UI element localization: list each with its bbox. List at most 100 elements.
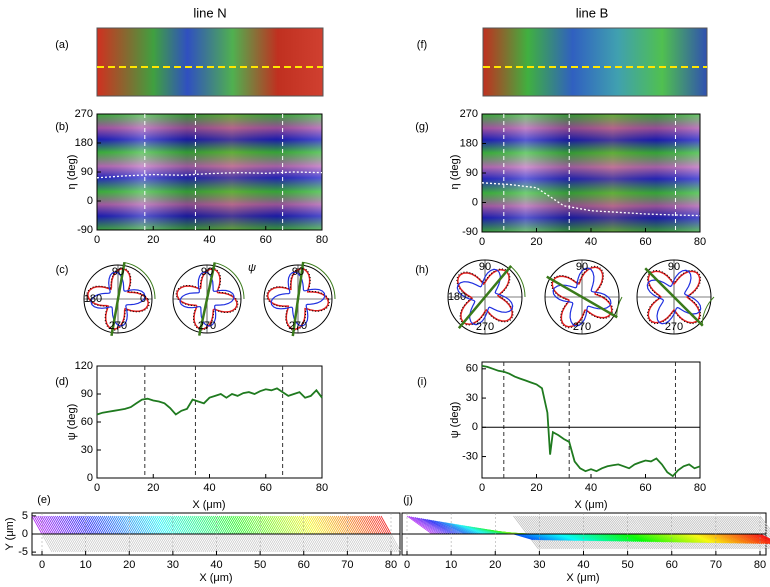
vector bbox=[185, 515, 197, 535]
vector bbox=[82, 515, 94, 535]
vector bbox=[606, 533, 627, 542]
vector bbox=[343, 533, 355, 553]
vector bbox=[168, 533, 179, 553]
vector bbox=[609, 533, 631, 542]
vector bbox=[179, 515, 191, 535]
vector bbox=[123, 515, 134, 535]
vector bbox=[380, 515, 392, 535]
vector bbox=[684, 515, 711, 550]
vector bbox=[639, 533, 660, 543]
polar-ref bbox=[552, 267, 612, 327]
vector bbox=[747, 533, 769, 545]
vector bbox=[108, 533, 119, 553]
vector bbox=[318, 515, 329, 535]
angle-label: 180 bbox=[448, 291, 466, 303]
vector bbox=[418, 517, 445, 535]
polar-data bbox=[550, 265, 614, 329]
vector bbox=[596, 515, 622, 550]
vector bbox=[531, 533, 552, 541]
vector bbox=[273, 533, 285, 553]
vector bbox=[574, 533, 595, 542]
vector bbox=[365, 515, 376, 535]
y-tick-label: 60 bbox=[466, 363, 478, 375]
vector bbox=[702, 515, 729, 550]
angle-label: 90 bbox=[479, 261, 491, 273]
vector bbox=[594, 515, 620, 550]
vector bbox=[184, 533, 195, 553]
x-tick-label: 40 bbox=[585, 482, 597, 494]
vector bbox=[158, 515, 170, 535]
vector bbox=[168, 515, 179, 535]
vector bbox=[99, 515, 111, 535]
vector bbox=[730, 515, 756, 550]
vector bbox=[61, 533, 72, 553]
vector bbox=[641, 515, 667, 550]
vector bbox=[291, 533, 302, 553]
vector bbox=[641, 533, 662, 543]
vector bbox=[751, 533, 770, 544]
vector bbox=[527, 533, 548, 541]
vector bbox=[333, 515, 345, 535]
vector bbox=[209, 515, 220, 535]
x-axis-label: X (μm) bbox=[566, 572, 599, 584]
vector bbox=[340, 533, 351, 553]
vector bbox=[39, 515, 51, 535]
vector bbox=[133, 515, 144, 535]
psi-line bbox=[198, 262, 216, 336]
vector bbox=[716, 533, 737, 544]
angle-label: 270 bbox=[289, 320, 307, 332]
polar-ref bbox=[179, 271, 235, 327]
psi-arc bbox=[510, 265, 526, 298]
vector bbox=[117, 515, 129, 535]
vector bbox=[94, 533, 105, 553]
vector bbox=[700, 515, 727, 550]
vector bbox=[548, 515, 575, 550]
vector bbox=[533, 533, 554, 541]
vector bbox=[303, 533, 314, 553]
vector bbox=[716, 515, 742, 550]
vector bbox=[633, 515, 660, 550]
vector bbox=[72, 533, 84, 553]
vector bbox=[316, 515, 328, 535]
panel-label: (h) bbox=[415, 264, 428, 276]
vector bbox=[175, 515, 187, 535]
vector bbox=[193, 515, 205, 535]
x-tick-label: 60 bbox=[639, 236, 651, 248]
vector bbox=[173, 515, 185, 535]
vector bbox=[228, 533, 240, 553]
vector bbox=[166, 533, 178, 553]
vector bbox=[676, 515, 703, 550]
vector bbox=[590, 515, 616, 550]
vector bbox=[605, 515, 632, 550]
vector bbox=[300, 515, 312, 535]
vector bbox=[301, 533, 312, 553]
vector bbox=[178, 533, 189, 553]
x-axis-label: X (μm) bbox=[574, 499, 607, 511]
vector bbox=[753, 533, 770, 543]
vector bbox=[369, 533, 380, 553]
vector bbox=[377, 533, 388, 553]
vector bbox=[692, 533, 714, 544]
vector bbox=[757, 533, 770, 541]
vector bbox=[287, 515, 298, 535]
vector bbox=[653, 515, 679, 550]
vector bbox=[244, 515, 255, 535]
vector bbox=[521, 533, 542, 541]
vector bbox=[78, 515, 90, 535]
x-tick-label: 0 bbox=[404, 559, 410, 571]
vector bbox=[170, 515, 181, 535]
panel-label: (j) bbox=[403, 494, 413, 506]
vector bbox=[696, 533, 718, 544]
vector bbox=[351, 533, 363, 553]
vector bbox=[230, 533, 242, 553]
vector bbox=[460, 524, 486, 535]
vector bbox=[310, 533, 322, 553]
vector bbox=[318, 533, 330, 553]
vector bbox=[720, 515, 746, 550]
vector bbox=[172, 515, 183, 535]
vector bbox=[74, 533, 86, 553]
vector bbox=[289, 533, 300, 553]
vector bbox=[123, 533, 135, 553]
vector bbox=[156, 515, 168, 535]
vector bbox=[700, 533, 722, 544]
